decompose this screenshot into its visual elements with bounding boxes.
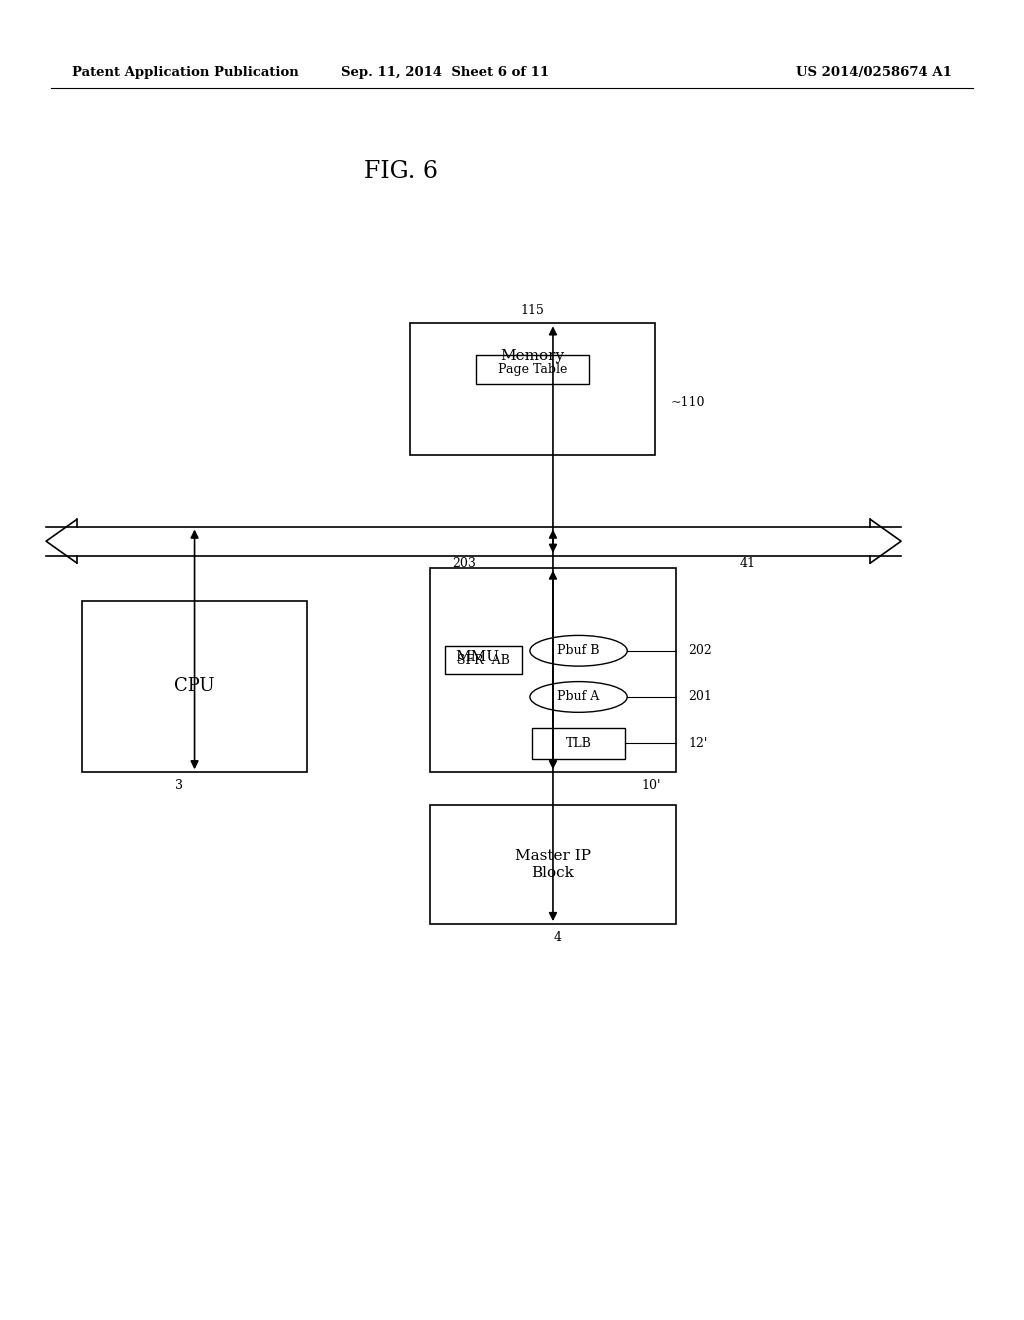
Text: Sep. 11, 2014  Sheet 6 of 11: Sep. 11, 2014 Sheet 6 of 11 — [341, 66, 550, 79]
Bar — [444, 645, 521, 675]
Text: Patent Application Publication: Patent Application Publication — [72, 66, 298, 79]
Text: 12': 12' — [688, 737, 708, 750]
Bar — [476, 355, 589, 384]
Text: 201: 201 — [688, 690, 712, 704]
Text: 203: 203 — [452, 557, 476, 570]
Bar — [532, 727, 625, 759]
Text: 3: 3 — [175, 779, 183, 792]
Text: TLB: TLB — [565, 737, 592, 750]
Text: Master IP
Block: Master IP Block — [515, 850, 591, 879]
Text: 202: 202 — [688, 644, 712, 657]
Text: SFR  AB: SFR AB — [457, 653, 510, 667]
Text: CPU: CPU — [174, 677, 215, 696]
Text: US 2014/0258674 A1: US 2014/0258674 A1 — [797, 66, 952, 79]
Text: 115: 115 — [520, 304, 545, 317]
Bar — [77, 527, 870, 556]
Bar — [82, 601, 307, 772]
Text: Pbuf A: Pbuf A — [557, 690, 600, 704]
Text: Pbuf B: Pbuf B — [557, 644, 600, 657]
Bar — [430, 568, 676, 772]
Text: Page Table: Page Table — [498, 363, 567, 376]
Ellipse shape — [530, 635, 627, 667]
Text: 10': 10' — [641, 779, 660, 792]
Text: MMU: MMU — [456, 649, 500, 664]
Text: ~110: ~110 — [671, 396, 706, 409]
Bar — [410, 323, 655, 455]
Text: Memory: Memory — [501, 350, 564, 363]
Text: 4: 4 — [554, 931, 562, 944]
Text: 41: 41 — [739, 557, 756, 570]
Bar — [430, 805, 676, 924]
Text: FIG. 6: FIG. 6 — [364, 160, 437, 183]
Ellipse shape — [530, 681, 627, 713]
